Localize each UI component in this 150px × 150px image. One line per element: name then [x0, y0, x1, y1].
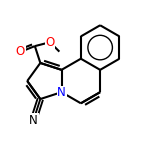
Text: O: O: [45, 36, 55, 49]
Text: O: O: [16, 45, 25, 58]
Text: N: N: [57, 86, 66, 99]
Text: N: N: [29, 114, 38, 127]
